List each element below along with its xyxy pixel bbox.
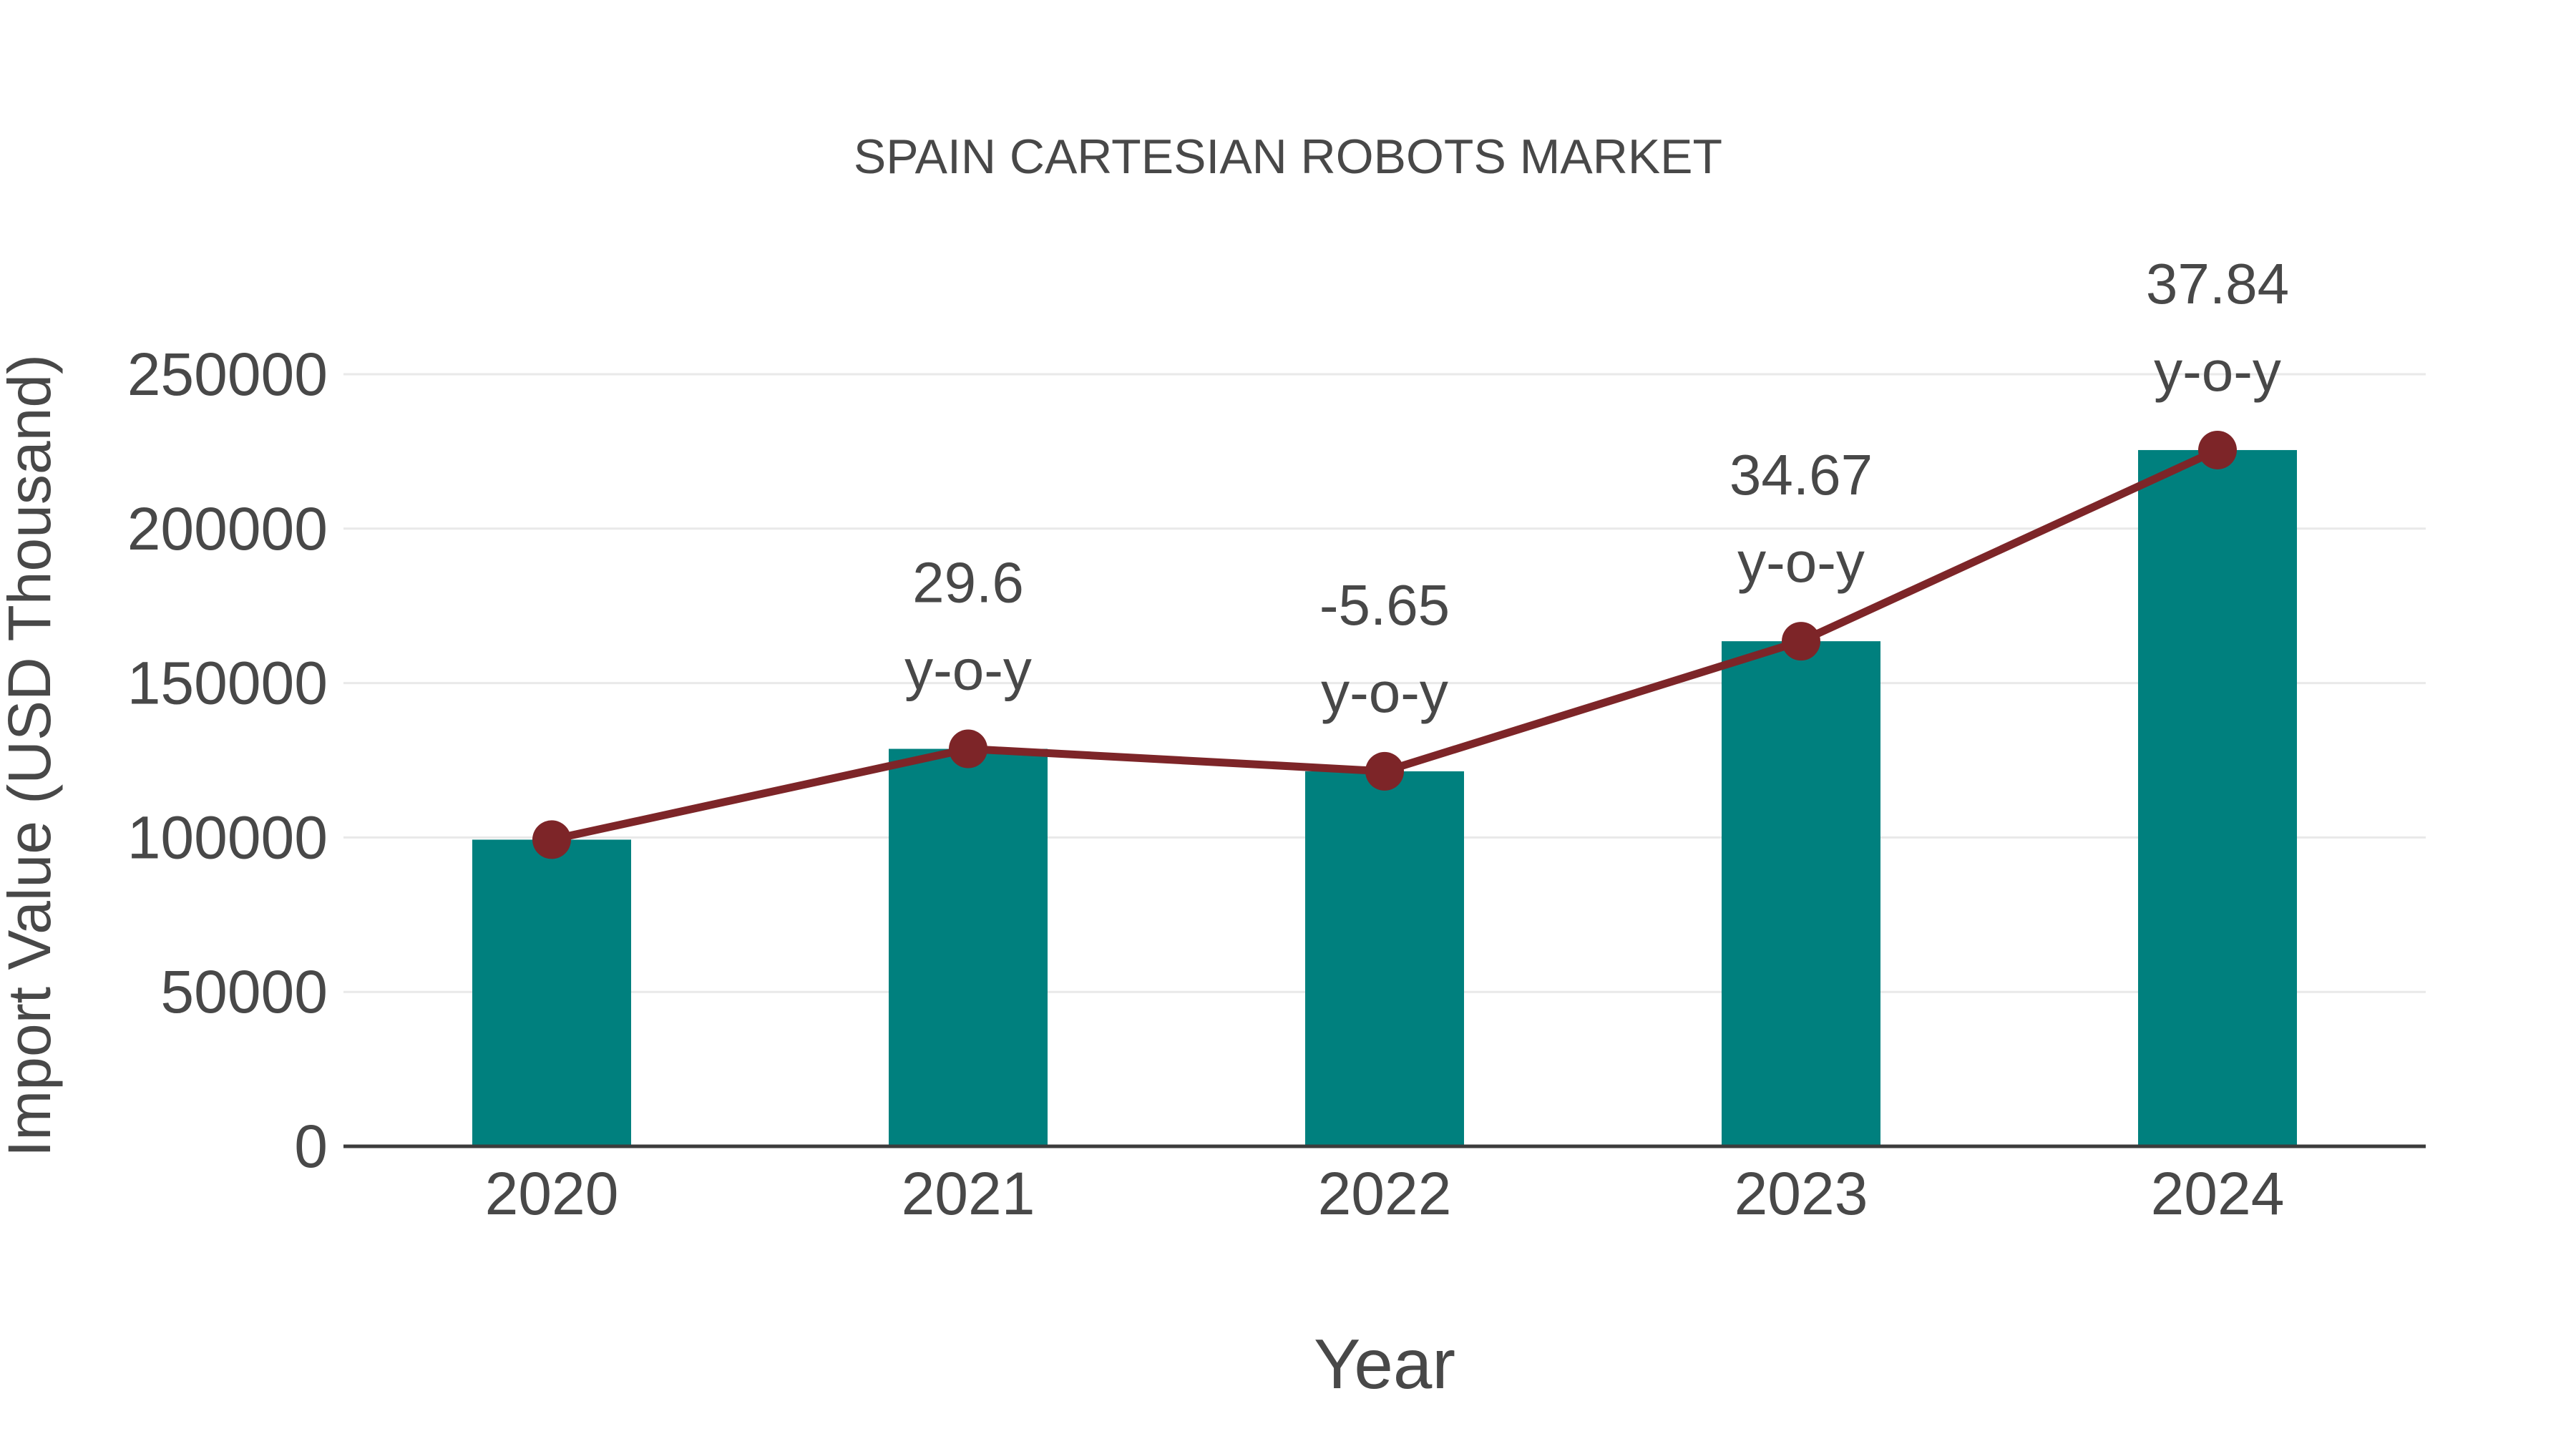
annotation-2021-yoy-label: y-o-y [904, 638, 1032, 702]
xtick-label-2023: 2023 [1735, 1160, 1868, 1227]
bar-2024 [2138, 449, 2297, 1146]
annotation-2024-yoy-label: y-o-y [2154, 339, 2281, 403]
tick-labels-layer: 0 50000 100000 150000 200000 250000 [127, 341, 328, 1180]
xtick-label-2021: 2021 [902, 1160, 1035, 1227]
line-marker-2021 [949, 729, 987, 769]
ytick-label-250000: 250000 [127, 341, 328, 408]
line-marker-2020 [532, 820, 571, 859]
ytick-label-150000: 150000 [127, 650, 328, 717]
x-axis-title: Year [1314, 1324, 1455, 1403]
chart-title: SPAIN CARTESIAN ROBOTS MARKET [854, 130, 1722, 184]
annotations-layer: 29.6 y-o-y -5.65 y-o-y 34.67 y-o-y 37.84 y-o-y [904, 252, 2289, 724]
y-axis-title: Import Value (USD Thousand) [0, 354, 63, 1157]
ytick-label-200000: 200000 [127, 495, 328, 562]
bars-layer [472, 449, 2297, 1146]
annotation-2022-value: -5.65 [1319, 573, 1450, 637]
line-series-layer [532, 430, 2237, 859]
ytick-label-0: 0 [294, 1113, 328, 1180]
bar-2022 [1305, 771, 1464, 1146]
annotation-2022-yoy-label: y-o-y [1321, 660, 1448, 724]
bar-2020 [472, 839, 631, 1146]
ytick-label-100000: 100000 [127, 804, 328, 871]
gridlines-layer [343, 373, 2426, 993]
xtick-label-2024: 2024 [2151, 1160, 2285, 1227]
annotation-2023-value: 34.67 [1729, 443, 1873, 507]
line-marker-2023 [1782, 622, 1820, 661]
line-marker-2024 [2198, 430, 2237, 469]
ytick-label-50000: 50000 [160, 958, 328, 1025]
line-marker-2022 [1365, 751, 1404, 791]
annotation-2024-value: 37.84 [2146, 252, 2289, 316]
category-labels-layer: 2020 2021 2022 2023 2024 [485, 1160, 2285, 1227]
xtick-label-2020: 2020 [485, 1160, 619, 1227]
bar-2023 [1722, 641, 1880, 1146]
annotation-2021-value: 29.6 [912, 551, 1024, 615]
bar-2021 [889, 748, 1048, 1146]
annotation-2023-yoy-label: y-o-y [1737, 530, 1865, 594]
xtick-label-2022: 2022 [1318, 1160, 1452, 1227]
